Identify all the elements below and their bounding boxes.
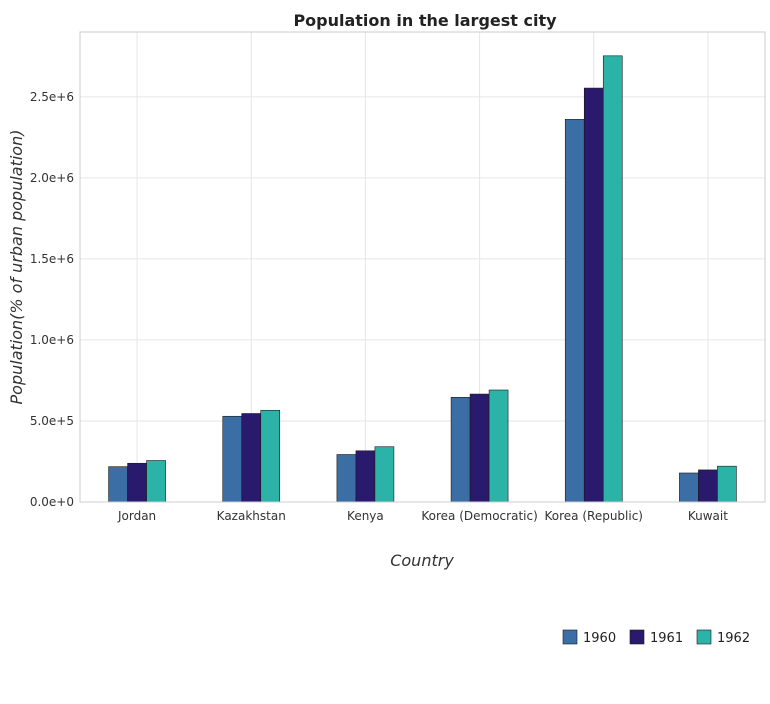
y-tick-labels: 0.0e+0 5.0e+5 1.0e+6 1.5e+6 2.0e+6 2.5e+6 bbox=[30, 90, 74, 509]
bar-1961-kuwait bbox=[698, 469, 718, 503]
plot-frame bbox=[79, 31, 766, 503]
y-tick-label: 2.0e+6 bbox=[30, 171, 74, 185]
y-axis-label: Population(% of urban population) bbox=[7, 130, 26, 405]
x-axis-label: Country bbox=[390, 551, 454, 570]
x-tick-label: Kuwait bbox=[688, 509, 728, 523]
y-tick-label: 2.5e+6 bbox=[30, 90, 74, 104]
y-tick-label: 5.0e+5 bbox=[30, 414, 74, 428]
x-tick-label: Korea (Republic) bbox=[545, 509, 643, 523]
legend-label-1962: 1962 bbox=[717, 631, 750, 646]
legend-label-1960: 1960 bbox=[583, 631, 616, 646]
legend: 1960 1961 1962 bbox=[562, 629, 750, 646]
x-tick-label: Kazakhstan bbox=[217, 509, 286, 523]
bar-1960-korea-republic- bbox=[564, 119, 585, 503]
x-tick-label: Kenya bbox=[347, 509, 384, 523]
y-tick-label: 1.0e+6 bbox=[30, 333, 74, 347]
bar-1962-korea-democratic- bbox=[488, 389, 509, 503]
bar-1961-kazakhstan bbox=[241, 413, 262, 503]
bar-1962-jordan bbox=[146, 460, 166, 503]
bar-1961-kenya bbox=[355, 450, 376, 503]
bar-1960-jordan bbox=[108, 466, 128, 503]
bar-1962-kenya bbox=[374, 446, 395, 503]
x-tick-label: Jordan bbox=[117, 509, 156, 523]
y-tick-label: 1.5e+6 bbox=[30, 252, 74, 266]
bar-1962-kazakhstan bbox=[260, 409, 281, 503]
x-tick-labels: Jordan Kazakhstan Kenya Korea (Democratic) K… bbox=[117, 509, 728, 523]
bars-layer bbox=[108, 55, 737, 503]
y-tick-label: 0.0e+0 bbox=[30, 495, 74, 509]
legend-swatch-1962 bbox=[696, 629, 712, 645]
bar-1961-korea-republic- bbox=[583, 87, 604, 503]
legend-swatch-1961 bbox=[629, 629, 645, 645]
bar-1960-kenya bbox=[336, 454, 357, 503]
x-tick-label: Korea (Democratic) bbox=[421, 509, 537, 523]
bar-1960-kazakhstan bbox=[222, 415, 243, 503]
bar-1961-jordan bbox=[127, 462, 147, 503]
chart-title: Population in the largest city bbox=[293, 11, 557, 30]
bar-1962-kuwait bbox=[717, 465, 737, 503]
bar-1960-kuwait bbox=[679, 472, 699, 503]
bar-1960-korea-democratic- bbox=[450, 397, 471, 503]
bar-1962-korea-republic- bbox=[602, 55, 623, 503]
legend-swatch-1960 bbox=[562, 629, 578, 645]
bar-1961-korea-democratic- bbox=[469, 393, 490, 503]
grid-layer bbox=[80, 32, 765, 503]
legend-label-1961: 1961 bbox=[650, 631, 683, 646]
